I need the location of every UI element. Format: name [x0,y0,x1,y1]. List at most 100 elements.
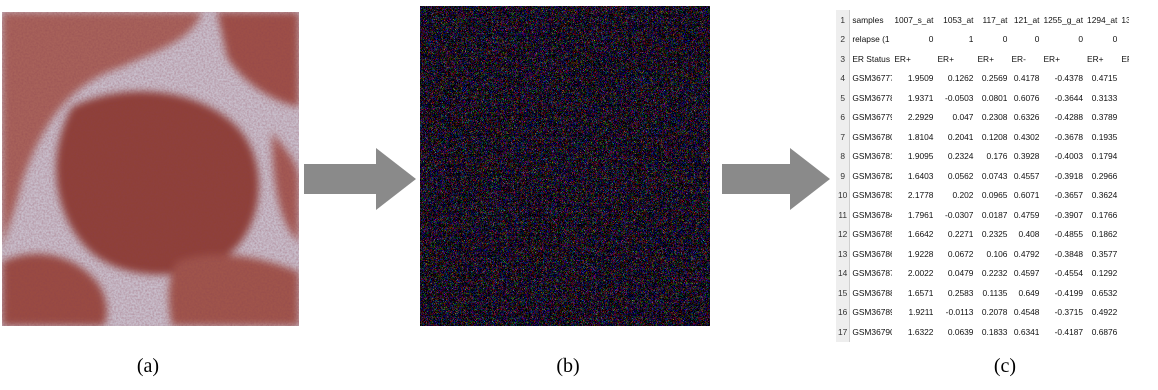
caption-c: (c) [993,355,1017,377]
row-number: 7 [836,127,851,147]
column-header-cell: samples [852,14,884,25]
spreadsheet-cell: 0.3577 [1091,248,1118,259]
spreadsheet-cell: 0.047 [952,112,974,123]
spreadsheet-cell: ER+ [894,53,911,64]
column-header-cell: 1255_g_at [1043,14,1084,25]
spreadsheet-cell: GSM36789 [852,307,893,318]
column-header-cell: 1053_at [943,14,974,25]
column-header-cell: 117_at [982,14,1008,25]
spreadsheet-cell: GSM36782 [852,170,893,181]
spreadsheet-cell: ER+ [1087,53,1104,64]
spreadsheet-cell: 0.3928 [1013,151,1040,162]
spreadsheet-cell: 0 [1034,34,1040,45]
spreadsheet-cell: 0.649 [1018,287,1040,298]
spreadsheet-row: 4 GSM36777 1.9509 0.1262 0.2569 0.4178 -0.4378… [836,68,1129,89]
spreadsheet-cell: 0.2583 [947,287,974,298]
spreadsheet-row: 15 GSM36788 1.6571 0.2583 0.1135 0.649 -0.4199… [836,283,1129,303]
spreadsheet-cell: -0.4855 [1054,229,1084,240]
row-number: 8 [836,146,851,166]
spreadsheet-cell: 0.2308 [981,112,1008,123]
spreadsheet-cell: -0.4554 [1054,268,1084,279]
caption-b: (b) [556,355,580,377]
spreadsheet-body: 1 samples 1007_s_at 1053_at 117_at 121_at 1255… [836,10,1129,342]
row-number: 16 [836,302,851,322]
spreadsheet-cell: -0.3918 [1054,170,1084,181]
spreadsheet-row: 7 GSM36780 1.8104 0.2041 0.1208 0.4302 -0.3678… [836,127,1129,147]
caption-a: (a) [136,355,160,377]
spreadsheet-cell: 0.3624 [1091,190,1118,201]
arrow-right-icon [304,148,416,210]
spreadsheet-cell: -0.4003 [1054,151,1084,162]
spreadsheet-cell: 0 [1078,34,1084,45]
spreadsheet-cell [1119,30,1129,50]
spreadsheet-cell: GSM36785 [852,229,893,240]
spreadsheet-cell: GSM36781 [852,151,893,162]
spreadsheet-cell: 0.1262 [947,73,974,84]
spreadsheet-row: 6 GSM36779 2.2929 0.047 0.2308 0.6326 -0.4288 0… [836,107,1129,128]
spreadsheet-row: 11 GSM36784 1.7961 -0.0307 0.0187 0.4759 -0.39… [836,205,1129,225]
spreadsheet-cell: 1.6571 [907,287,934,298]
spreadsheet-cell: 0.4548 [1013,307,1040,318]
row-number: 9 [836,166,851,186]
spreadsheet-cell: 1.9211 [908,307,934,318]
row-number: 4 [836,68,851,88]
spreadsheet-cell: 1.9228 [907,248,934,259]
spreadsheet-cell: GSM36777 [852,73,893,84]
spreadsheet-cell: 0.1766 [1091,209,1118,220]
spreadsheet-cell: 0.2232 [981,268,1008,279]
spreadsheet-cell: 0.2271 [947,229,974,240]
spreadsheet-cell: 0.2325 [981,229,1008,240]
spreadsheet-cell: 1 [968,34,974,45]
spreadsheet-cell: 0.2078 [981,307,1008,318]
spreadsheet-cell: 0.0562 [947,170,974,181]
spreadsheet-cell: 0.1208 [981,131,1008,142]
spreadsheet-cell [1119,108,1129,128]
spreadsheet-cell: GSM36788 [852,287,893,298]
spreadsheet-cell [1119,69,1129,89]
spreadsheet-cell: 0.0801 [981,92,1008,103]
spreadsheet-row: 2 relapse (1 0 1 0 0 0 0 [836,29,1129,50]
spreadsheet-cell: 0.3789 [1091,112,1118,123]
spreadsheet-cell: 0.6076 [1013,92,1040,103]
spreadsheet-cell: 0.6876 [1091,326,1118,337]
spreadsheet-cell: 0 [928,34,934,45]
spreadsheet-cell: -0.4187 [1054,326,1084,337]
spreadsheet-cell: 0.1935 [1091,131,1118,142]
column-header-cell: 1294_at [1087,14,1118,25]
spreadsheet-cell: 0.0672 [947,248,974,259]
spreadsheet-cell: 2.2929 [907,112,934,123]
spreadsheet-cell: 0.408 [1018,229,1040,240]
spreadsheet-cell: 0.4557 [1013,170,1040,181]
spreadsheet-cell: 2.1778 [907,190,934,201]
gene-expression-spreadsheet: 1 samples 1007_s_at 1053_at 117_at 121_at 1255… [836,10,1130,342]
spreadsheet-cell: 0.176 [986,151,1008,162]
column-header-cell: 13 [1121,14,1130,25]
pixel-noise-image [420,6,710,326]
spreadsheet-row: 9 GSM36782 1.6403 0.0562 0.0743 0.4557 -0.3918… [836,166,1129,186]
row-number: 11 [836,205,851,225]
spreadsheet-cell: -0.3715 [1054,307,1084,318]
spreadsheet-cell: 1.8104 [907,131,934,142]
spreadsheet-cell: 0.0965 [981,190,1008,201]
row-number: 17 [836,322,851,342]
spreadsheet-cell [1119,244,1129,264]
spreadsheet-cell: GSM36790 [852,326,893,337]
spreadsheet-cell: GSM36779 [852,112,893,123]
spreadsheet-cell: ER [1121,53,1129,64]
spreadsheet-cell: 0.2569 [981,73,1008,84]
spreadsheet-cell: 0.0187 [981,209,1008,220]
spreadsheet-cell: relapse (1 [852,34,890,45]
spreadsheet-cell: 0.6532 [1091,287,1118,298]
spreadsheet-cell: ER+ [937,53,954,64]
spreadsheet-row: 5 GSM36778 1.9371 -0.0503 0.0801 0.6076 -0.364… [836,88,1129,108]
row-number: 1 [836,10,851,30]
spreadsheet-cell: -0.0307 [945,209,974,220]
spreadsheet-cell [1119,147,1129,167]
spreadsheet-cell: 0.0479 [947,268,974,279]
row-number: 13 [836,244,851,264]
row-number: 5 [836,88,851,108]
spreadsheet-cell: 2.0022 [907,268,934,279]
spreadsheet-cell [1119,283,1129,303]
spreadsheet-cell: 0.3133 [1091,92,1118,103]
spreadsheet-cell: 0.4302 [1013,131,1040,142]
